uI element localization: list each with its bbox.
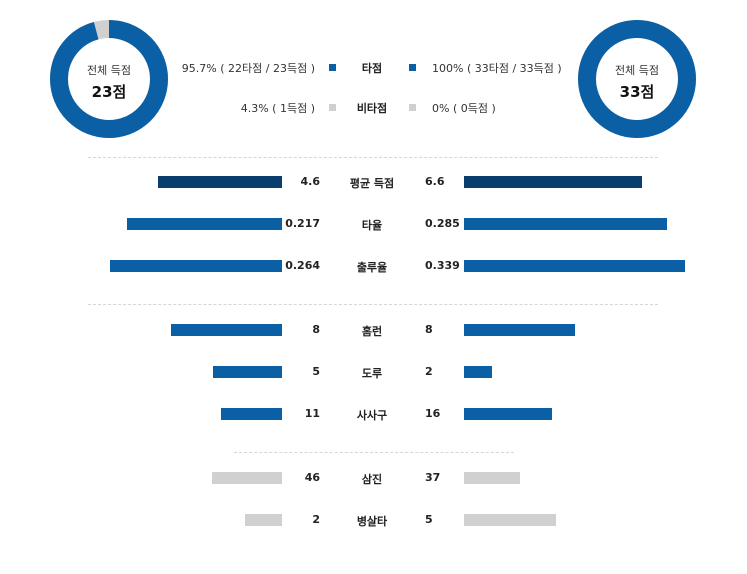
left-total-label: 전체 득점	[87, 64, 131, 77]
stat-left-bar	[127, 218, 282, 230]
legend-hit-right-text: 100% ( 33타점 / 33득점 )	[432, 62, 562, 75]
stat-left-value: 8	[312, 323, 320, 336]
stat-right-bar	[464, 324, 575, 336]
stat-right-value: 2	[425, 365, 433, 378]
right-total-score-donut	[578, 20, 696, 138]
stat-left-value: 5	[312, 365, 320, 378]
legend-hit-left-swatch	[329, 64, 336, 71]
stat-left-value: 2	[312, 513, 320, 526]
stat-right-value: 0.339	[425, 259, 460, 272]
stat-right-bar	[464, 514, 556, 526]
stat-label: 출루율	[356, 261, 388, 274]
stat-label: 홈런	[361, 325, 383, 338]
stat-left-value: 46	[304, 471, 320, 484]
legend-nonhit-right-swatch	[409, 104, 416, 111]
left-donut-center: 전체 득점 23점	[50, 62, 168, 102]
stat-label: 도루	[361, 367, 383, 380]
stat-left-bar	[213, 366, 282, 378]
stat-right-value: 37	[425, 471, 441, 484]
stat-label: 병살타	[356, 515, 388, 528]
stat-label: 사사구	[356, 409, 388, 422]
stat-left-value: 0.264	[285, 259, 320, 272]
stat-left-bar	[171, 324, 282, 336]
stat-right-value: 16	[425, 407, 441, 420]
stat-left-bar	[110, 260, 282, 272]
stat-left-value: 4.6	[300, 175, 321, 188]
stat-right-value: 0.285	[425, 217, 460, 230]
legend-hit-left-text: 95.7% ( 22타점 / 23득점 )	[181, 62, 315, 75]
section-divider	[88, 157, 658, 158]
legend-hit-label: 타점	[361, 62, 383, 75]
right-total-label: 전체 득점	[615, 64, 659, 77]
stat-left-value: 11	[304, 407, 320, 420]
stat-label: 타율	[361, 219, 383, 232]
stat-right-bar	[464, 176, 642, 188]
section-divider	[234, 452, 514, 453]
stat-right-bar	[464, 366, 492, 378]
stat-right-bar	[464, 472, 520, 484]
legend-nonhit-label: 비타점	[356, 102, 388, 115]
stat-right-value: 5	[425, 513, 433, 526]
donut-hit-arc	[50, 20, 168, 138]
stat-right-bar	[464, 408, 552, 420]
legend-nonhit-left-swatch	[329, 104, 336, 111]
right-donut-center: 전체 득점 33점	[578, 62, 696, 102]
stat-right-value: 8	[425, 323, 433, 336]
section-divider	[88, 304, 658, 305]
stat-left-bar	[212, 472, 282, 484]
right-total-value: 33점	[619, 83, 655, 101]
legend-nonhit-left-text: 4.3% ( 1득점 )	[240, 102, 315, 115]
left-total-score-donut	[50, 20, 168, 138]
stat-right-value: 6.6	[425, 175, 445, 188]
stat-label: 삼진	[361, 473, 383, 486]
stat-label: 평균 득점	[349, 177, 395, 190]
stat-left-value: 0.217	[285, 217, 320, 230]
stat-right-bar	[464, 260, 685, 272]
stat-right-bar	[464, 218, 667, 230]
stat-left-bar	[158, 176, 282, 188]
stat-left-bar	[245, 514, 282, 526]
donut-hit-arc	[578, 20, 696, 138]
legend-hit-right-swatch	[409, 64, 416, 71]
left-total-value: 23점	[91, 83, 127, 101]
stat-left-bar	[221, 408, 282, 420]
legend-nonhit-right-text: 0% ( 0득점 )	[432, 102, 496, 115]
